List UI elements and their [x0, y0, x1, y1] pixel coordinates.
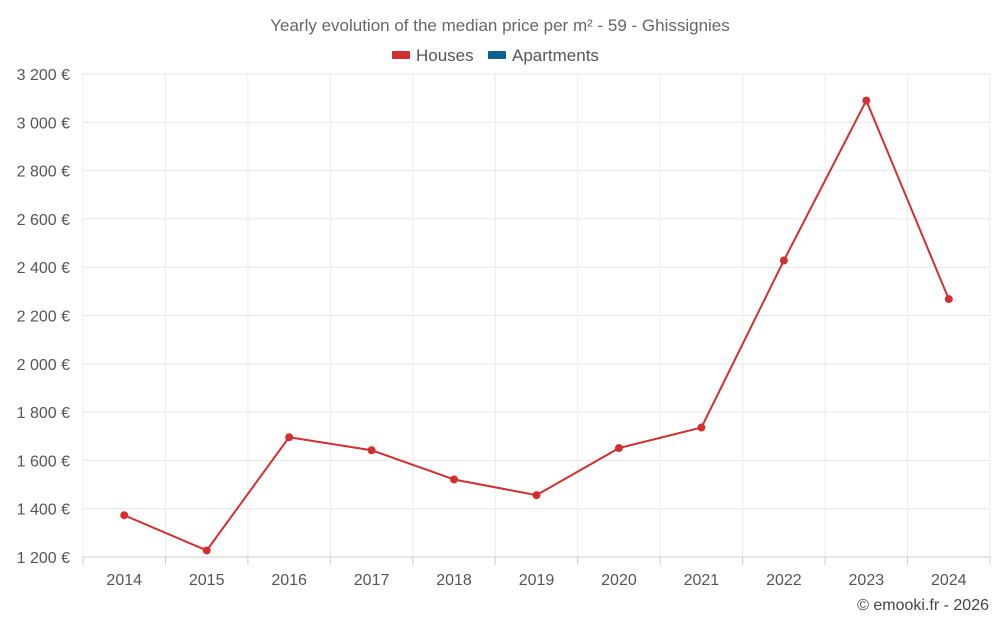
x-axis: 2014 2015 2016 2017 2018 2019 2020 2021 2022 2023…: [82, 556, 991, 589]
legend-label-houses: Houses: [416, 46, 474, 65]
y-tick-label: 2 000 €: [17, 357, 70, 374]
x-tick-label: 2018: [436, 572, 472, 589]
data-point-houses[interactable]: [614, 444, 623, 453]
legend-item-apartments[interactable]: Apartments: [488, 46, 599, 65]
data-point-houses[interactable]: [450, 475, 459, 484]
y-tick-label: 2 400 €: [17, 260, 70, 277]
x-tick-label: 2023: [849, 572, 885, 589]
legend-swatch-apartments: [488, 51, 506, 59]
y-tick-label: 1 800 €: [17, 405, 70, 422]
data-point-houses[interactable]: [944, 295, 953, 304]
data-point-houses[interactable]: [367, 446, 376, 455]
y-tick-label: 1 400 €: [17, 502, 70, 519]
data-point-houses[interactable]: [532, 491, 541, 500]
x-tick-label: 2014: [106, 572, 142, 589]
x-tick-label: 2022: [766, 572, 802, 589]
y-tick-label: 3 000 €: [17, 115, 70, 132]
x-tick-label: 2024: [931, 572, 967, 589]
x-tick-label: 2017: [354, 572, 390, 589]
x-tick-label: 2015: [189, 572, 225, 589]
x-tick-label: 2020: [601, 572, 637, 589]
data-point-houses[interactable]: [285, 433, 294, 442]
legend-label-apartments: Apartments: [512, 46, 599, 65]
y-tick-label: 2 600 €: [17, 212, 70, 229]
x-tick-label: 2016: [271, 572, 307, 589]
data-point-houses[interactable]: [697, 423, 706, 432]
x-tick-label: 2021: [684, 572, 720, 589]
y-tick-label: 3 200 €: [17, 67, 70, 84]
series-houses: [120, 96, 953, 555]
x-tick-label: 2019: [519, 572, 555, 589]
legend-swatch-houses: [392, 51, 410, 59]
y-axis: 1 200 € 1 400 € 1 600 € 1 800 € 2 000 € 2 200…: [17, 67, 70, 567]
data-point-houses[interactable]: [202, 546, 211, 555]
credit-text: © emooki.fr - 2026: [857, 597, 989, 614]
y-tick-label: 2 800 €: [17, 164, 70, 181]
data-point-houses[interactable]: [779, 256, 788, 265]
data-point-houses[interactable]: [120, 511, 129, 520]
y-tick-label: 1 200 €: [17, 550, 70, 567]
y-tick-label: 1 600 €: [17, 453, 70, 470]
legend[interactable]: Houses Apartments: [392, 46, 599, 65]
data-point-houses[interactable]: [862, 96, 871, 105]
y-tick-label: 2 200 €: [17, 309, 70, 326]
legend-item-houses[interactable]: Houses: [392, 46, 474, 65]
chart-title: Yearly evolution of the median price per…: [270, 16, 730, 35]
grid-lines: [82, 73, 991, 558]
